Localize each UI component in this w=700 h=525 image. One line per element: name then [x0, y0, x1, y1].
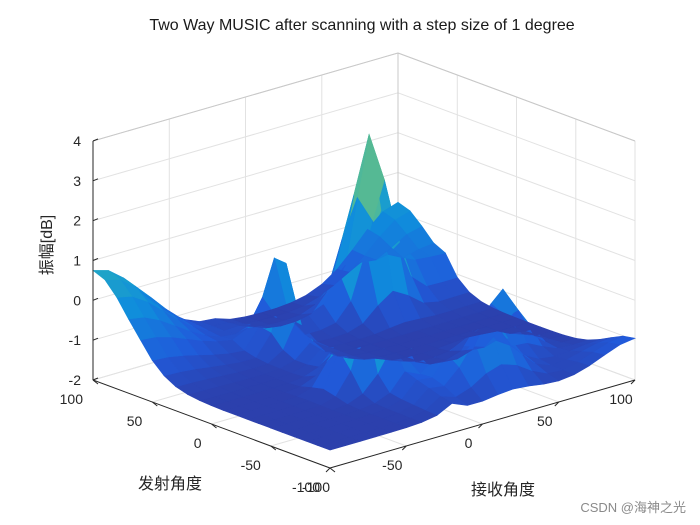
y-tick-mark — [151, 401, 158, 407]
z-tick-label: 0 — [73, 292, 81, 308]
z-axis-label: 振幅[dB] — [38, 215, 56, 275]
x-tick-mark — [554, 401, 560, 407]
z-tick-label: -2 — [69, 372, 82, 388]
watermark: CSDN @海神之光 — [580, 500, 686, 515]
z-tick-label: 4 — [73, 133, 81, 149]
grid-line — [397, 211, 636, 301]
z-tick-label: 1 — [73, 253, 81, 269]
surface-mesh — [92, 133, 637, 451]
y-tick-mark — [329, 467, 336, 473]
z-tick-mark — [92, 178, 99, 182]
box-edge — [397, 52, 636, 142]
grid-line — [397, 132, 636, 222]
x-tick-mark — [325, 467, 331, 473]
x-tick-mark — [630, 379, 636, 385]
x-tick-mark — [478, 423, 483, 429]
x-tick-label: 50 — [537, 413, 553, 429]
y-tick-label: -50 — [241, 457, 261, 473]
y-tick-label: 50 — [127, 413, 143, 429]
z-tick-mark — [92, 337, 99, 341]
y-tick-label: -100 — [292, 479, 320, 495]
y-tick-mark — [92, 379, 99, 385]
x-tick-label: -50 — [382, 457, 402, 473]
grid-line — [92, 172, 399, 261]
y-tick-label: 0 — [194, 435, 202, 451]
z-tick-mark — [92, 297, 99, 301]
y-tick-label: 100 — [60, 391, 84, 407]
z-tick-label: 2 — [73, 213, 81, 229]
x-tick-labels: -100 -50 0 50 100 — [302, 391, 633, 495]
y-tick-mark — [211, 423, 217, 429]
z-tick-label: 3 — [73, 173, 81, 189]
x-tick-label: -100 — [302, 479, 330, 495]
x-axis-label: 接收角度 — [471, 481, 535, 499]
chart-title: Two Way MUSIC after scanning with a step… — [149, 17, 574, 34]
grid-line — [397, 92, 636, 182]
z-tick-mark — [92, 138, 99, 142]
z-tick-labels: -2 -1 0 1 2 3 4 — [69, 133, 82, 388]
grid-line — [397, 172, 636, 261]
y-tick-mark — [270, 445, 277, 451]
z-tick-mark — [92, 218, 99, 222]
x-tick-label: 0 — [465, 435, 473, 451]
z-tick-label: -1 — [69, 332, 82, 348]
axes-box-front — [92, 138, 636, 473]
z-tick-mark — [92, 258, 99, 261]
x-tick-label: 100 — [609, 391, 633, 407]
surface-patch — [92, 270, 121, 281]
box-edge — [92, 52, 399, 142]
y-tick-labels: -100 -50 0 50 100 — [60, 391, 321, 495]
z-tick-mark — [92, 377, 99, 381]
x-tick-mark — [401, 445, 407, 451]
grid-line — [92, 92, 399, 182]
y-axis-label: 发射角度 — [138, 475, 202, 493]
grid-line — [92, 132, 399, 222]
